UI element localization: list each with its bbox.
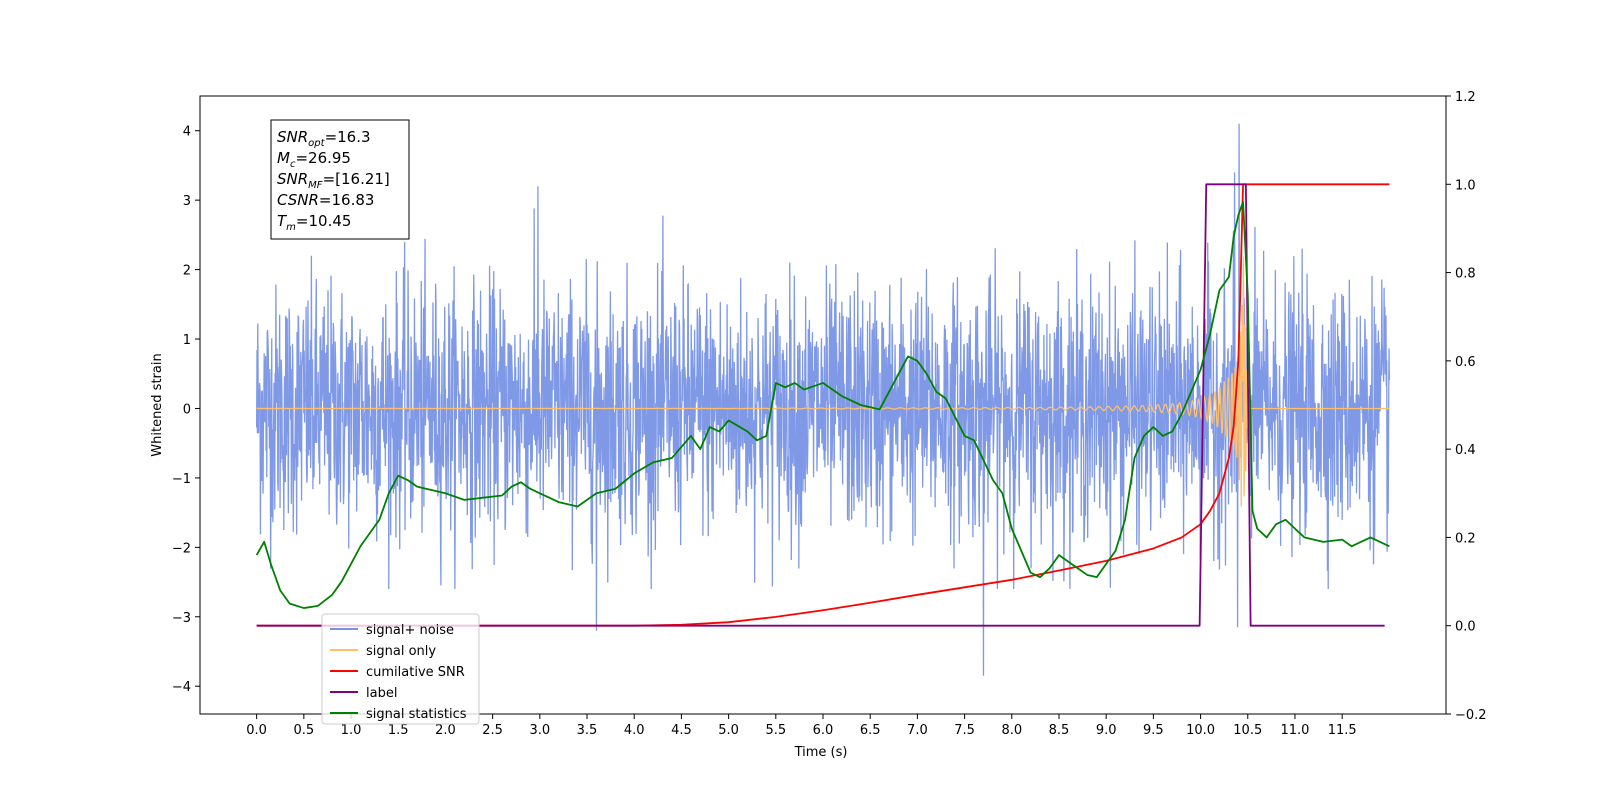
x-tick-label: 4.0 [624, 723, 645, 738]
y-axis-left: −4 −3 −2 −1 0 1 2 3 4 [172, 125, 200, 695]
y2-tick-label: 0.0 [1455, 620, 1476, 635]
x-tick-label: 5.0 [718, 723, 739, 738]
annotation-value: =10.45 [296, 212, 352, 230]
annotation-value: =16.83 [319, 191, 375, 209]
y2-tick-label: 0.4 [1455, 443, 1476, 458]
y-tick-label: 2 [183, 264, 191, 279]
annotation-value: =16.3 [325, 128, 371, 146]
series-line-cumilative-snr [256, 183, 1390, 627]
x-tick-label: 8.5 [1049, 723, 1070, 738]
annotation-symbol: CSNR [277, 191, 319, 209]
y-tick-label: −1 [172, 472, 191, 487]
x-tick-label: 11.0 [1280, 723, 1309, 738]
annotation-subscript: m [286, 222, 296, 233]
y-tick-label: 4 [183, 125, 191, 140]
x-tick-label: 7.0 [907, 723, 928, 738]
annotation-symbol: SNR [277, 170, 308, 188]
legend-label: signal+ noise [366, 623, 454, 638]
legend-label: signal only [366, 644, 436, 659]
annotation-line: Tm=10.45 [277, 212, 351, 233]
annotation-symbol: T [277, 212, 288, 230]
series-line-signal-noise [255, 123, 1391, 676]
x-tick-label: 9.0 [1096, 723, 1117, 738]
legend-label: label [366, 686, 397, 701]
y2-tick-label: −0.2 [1455, 708, 1487, 723]
x-tick-label: 3.0 [529, 723, 550, 738]
x-tick-label: 6.0 [813, 723, 834, 738]
annotation-line: Mc=26.95 [277, 149, 351, 170]
x-tick-label: 10.0 [1186, 723, 1215, 738]
x-tick-label: 5.5 [765, 723, 786, 738]
x-tick-label: 4.5 [671, 723, 692, 738]
annotation-subscript: opt [308, 138, 325, 149]
series-line-signal-only [256, 256, 1390, 507]
annotation-value: =26.95 [295, 149, 351, 167]
annotation-symbol: SNR [277, 128, 308, 146]
y-tick-label: −4 [172, 680, 191, 695]
y2-tick-label: 1.2 [1455, 90, 1476, 105]
x-axis-label: Time (s) [794, 745, 848, 760]
x-tick-label: 7.5 [954, 723, 975, 738]
y2-tick-label: 0.8 [1455, 267, 1476, 282]
y2-tick-label: 0.6 [1455, 355, 1476, 370]
y2-tick-label: 0.2 [1455, 531, 1476, 546]
annotation-frame [270, 119, 410, 240]
x-tick-label: 11.5 [1328, 723, 1357, 738]
y-tick-label: −3 [172, 611, 191, 626]
y-axis-right: −0.2 0.0 0.2 0.4 0.6 0.8 1.0 1.2 [1446, 90, 1487, 723]
x-tick-label: 2.5 [482, 723, 503, 738]
x-tick-label: 9.5 [1143, 723, 1164, 738]
series-line-signal-statistics [255, 201, 1390, 609]
annotation-line: SNRMF=[16.21] [277, 170, 390, 191]
series-line-label [256, 183, 1385, 627]
y-tick-label: 3 [183, 194, 191, 209]
series-layer [255, 123, 1391, 676]
x-tick-label: 0.5 [293, 723, 314, 738]
x-tick-label: 0.0 [246, 723, 267, 738]
annotation-symbol: M [277, 149, 290, 167]
annotation-line: SNRopt=16.3 [277, 128, 371, 149]
x-tick-label: 3.5 [577, 723, 598, 738]
y2-tick-label: 1.0 [1455, 178, 1476, 193]
annotation-box: SNRopt=16.3Mc=26.95SNRMF=[16.21]CSNR=16.… [270, 119, 410, 240]
annotation-line: CSNR=16.83 [277, 191, 374, 209]
x-tick-label: 10.5 [1233, 723, 1262, 738]
y-axis-label: Whitened strain [150, 353, 165, 456]
y-tick-label: 0 [183, 402, 191, 417]
legend-frame [321, 613, 480, 725]
legend: signal+ noise signal only cumilative SNR la… [321, 613, 480, 725]
y-tick-label: −2 [172, 541, 191, 556]
x-axis: 0.0 0.5 1.0 1.5 2.0 2.5 3.0 3.5 4.0 4.5 5.0 5.5 6.0 6… [246, 714, 1357, 738]
y-tick-label: 1 [183, 333, 191, 348]
annotation-subscript: MF [308, 180, 323, 191]
legend-label: cumilative SNR [366, 665, 465, 680]
legend-label: signal statistics [366, 707, 467, 722]
annotation-subscript: c [290, 159, 296, 170]
x-tick-label: 2.0 [435, 723, 456, 738]
x-tick-label: 6.5 [860, 723, 881, 738]
x-tick-label: 8.0 [1001, 723, 1022, 738]
annotation-value: =[16.21] [323, 170, 390, 188]
x-tick-label: 1.0 [341, 723, 362, 738]
x-tick-label: 1.5 [388, 723, 409, 738]
